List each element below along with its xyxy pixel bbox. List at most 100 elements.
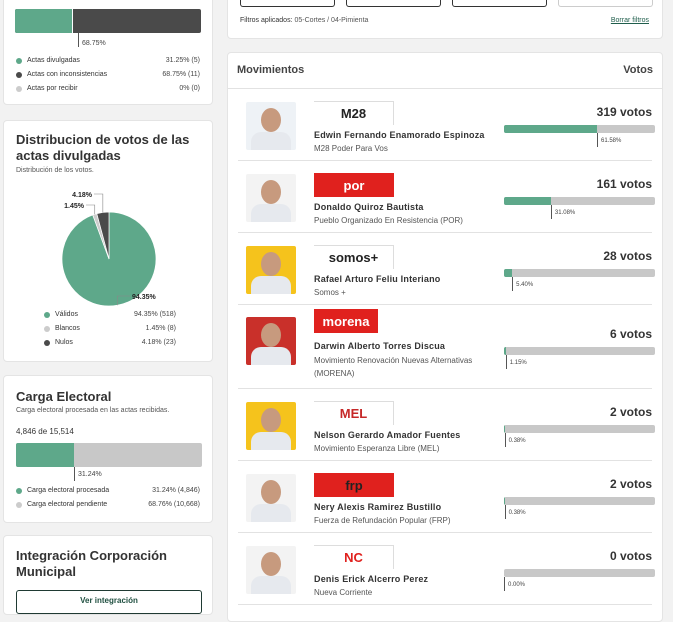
actas-bar-tick: [78, 33, 79, 47]
pie-label-line: [116, 295, 130, 306]
candidate-party: Fuerza de Refundación Popular (FRP): [314, 516, 451, 525]
candidate-row: somos+ Rafael Arturo Feliu Interiano Somos…: [238, 233, 655, 305]
legend-value: 68.76% (10,668): [148, 501, 200, 508]
candidate-photo: [246, 102, 296, 150]
actas-bar: [15, 9, 201, 33]
candidate-votes: 319 votos: [596, 105, 652, 119]
carga-subtitle: Carga electoral procesada en las actas r…: [16, 407, 170, 414]
scrollbar[interactable]: [666, 0, 673, 606]
vote-bar: [504, 425, 655, 433]
vote-bar: [504, 269, 655, 277]
movimientos-card: Movimientos Votos M28 Edwin Fernando Enam…: [227, 52, 663, 622]
legend-value: 94.35% (518): [133, 311, 176, 318]
filtros-applied: Filtros aplicados: 05-Cortes / 04-Pimien…: [240, 17, 368, 24]
pie-label: 94.35%: [132, 294, 157, 301]
vote-bar: [504, 497, 655, 505]
shirt-icon: [251, 276, 291, 294]
party-logo: por: [314, 173, 394, 197]
vote-bar: [504, 347, 655, 355]
carga-bar-fill: [16, 443, 75, 467]
distribucion-title: Distribucion de votos de las actas divul…: [16, 132, 190, 163]
filter-select-1[interactable]: [240, 0, 335, 7]
party-logo: morena: [314, 309, 378, 333]
legend-value: 4.18% (23): [141, 339, 176, 346]
person-silhouette-icon: [261, 408, 281, 432]
legend-value: 31.24% (4,846): [152, 487, 200, 494]
legend-item: Actas por recibir: [16, 85, 78, 92]
person-silhouette-icon: [261, 323, 281, 347]
candidate-row: M28 Edwin Fernando Enamorado Espinoza M28 …: [238, 89, 655, 161]
carga-count: 4,846 de 15,514: [16, 427, 74, 436]
vote-pct: 0.38%: [508, 438, 526, 444]
distribucion-subtitle: Distribución de los votos.: [16, 167, 94, 174]
legend-dot-icon: [16, 85, 22, 92]
legend-label: Carga electoral pendiente: [27, 501, 108, 508]
actas-bar-label: 68.75%: [82, 40, 106, 47]
filter-select-2[interactable]: [346, 0, 441, 7]
vote-bar-fill: [504, 125, 597, 133]
legend-label: Nulos: [55, 339, 73, 346]
borrar-filtros-link[interactable]: Borrar filtros: [610, 17, 649, 24]
legend-value: 1.45% (8): [145, 325, 176, 332]
shirt-icon: [251, 504, 291, 522]
vote-bar-tick: [596, 133, 598, 147]
candidate-photo: [246, 174, 296, 222]
legend-dot-icon: [44, 339, 50, 346]
pie-label-line: [94, 193, 104, 213]
votos-header: Votos: [623, 64, 653, 76]
shirt-icon: [251, 132, 291, 150]
legend-label: Válidos: [55, 311, 78, 318]
vote-bar-fill: [504, 269, 513, 277]
party-logo: frp: [314, 473, 394, 497]
candidate-party: Pueblo Organizado En Resistencia (POR): [314, 216, 463, 225]
actas-bar-fill: [15, 9, 74, 33]
candidate-name: Edwin Fernando Enamorado Espinoza: [314, 130, 485, 140]
legend-item: Válidos: [44, 311, 78, 318]
vote-bar-fill: [504, 347, 506, 355]
carga-title: Carga Electoral: [16, 389, 112, 404]
legend-item: Carga electoral procesada: [16, 487, 109, 494]
legend-label: Actas por recibir: [27, 85, 78, 92]
candidate-votes: 28 votos: [603, 249, 652, 263]
vote-bar-tick: [505, 355, 507, 369]
vote-bar-fill: [504, 497, 505, 505]
candidate-name: Darwin Alberto Torres Discua: [314, 341, 446, 351]
candidate-name: Donaldo Quiroz Bautista: [314, 202, 424, 212]
vote-pct: 0.00%: [508, 582, 526, 588]
party-logo: MEL: [314, 401, 394, 425]
ver-integracion-button[interactable]: Ver integración: [16, 590, 202, 614]
filter-select-3[interactable]: [452, 0, 547, 7]
pie-label-line: [86, 204, 96, 215]
vote-pct: 1.15%: [509, 360, 527, 366]
vote-bar: [504, 125, 655, 133]
person-silhouette-icon: [261, 180, 281, 204]
legend-item: Actas con inconsistencias: [16, 71, 107, 78]
candidate-name: Nery Alexis Ramirez Bustillo: [314, 502, 442, 512]
integracion-title: Integración Corporación Municipal: [16, 548, 167, 579]
distribucion-card: Distribucion de votos de las actas divul…: [3, 120, 213, 362]
pie-label: 1.45%: [64, 203, 85, 210]
carga-bar-tick: [74, 467, 75, 481]
vote-bar: [504, 197, 655, 205]
vote-bar-fill: [504, 197, 551, 205]
person-silhouette-icon: [261, 108, 281, 132]
movimientos-title: Movimientos: [237, 64, 305, 76]
candidate-photo: [246, 402, 296, 450]
shirt-icon: [251, 347, 291, 365]
vote-bar-tick: [512, 277, 514, 291]
pie-label: 4.18%: [72, 192, 93, 199]
shirt-icon: [251, 576, 291, 594]
shirt-icon: [251, 432, 291, 450]
vote-pct: 31.08%: [554, 210, 576, 216]
candidate-photo: [246, 246, 296, 294]
integracion-card: Integración Corporación Municipal Ver in…: [3, 535, 213, 615]
movimientos-header: Movimientos Votos: [228, 53, 662, 89]
carga-card: Carga Electoral Carga electoral procesad…: [3, 375, 213, 523]
candidate-name: Denis Erick Alcerro Perez: [314, 574, 429, 584]
pie-chart: 94.35% 1.45% 4.18%: [61, 192, 157, 307]
filter-select-4[interactable]: [558, 0, 653, 7]
party-logo: somos+: [314, 245, 394, 269]
legend-dot-icon: [16, 487, 22, 494]
candidate-party: Somos +: [314, 288, 346, 297]
party-logo: NC: [314, 545, 394, 569]
